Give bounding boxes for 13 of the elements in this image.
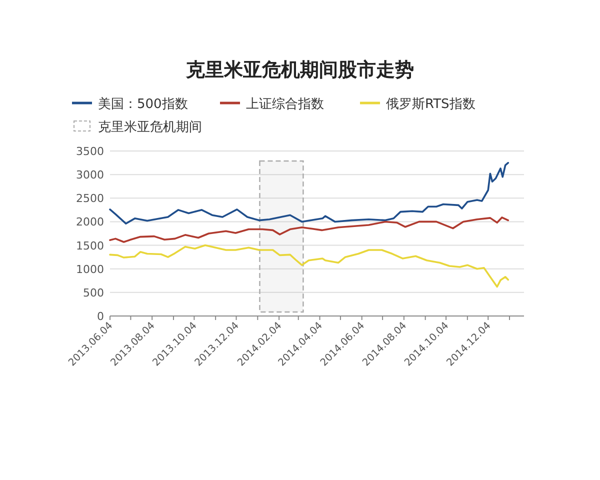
- y-tick-label: 1000: [76, 262, 104, 276]
- legend-label: 俄罗斯RTS指数: [386, 97, 476, 112]
- y-tick-label: 1500: [76, 239, 104, 252]
- y-tick-label: 3500: [76, 145, 104, 158]
- y-tick-label: 0: [97, 310, 104, 323]
- title: 克里米亚危机期间股市走势: [186, 59, 414, 81]
- legend-label: 克里米亚危机期间: [98, 120, 202, 135]
- y-tick-label: 2000: [76, 216, 104, 229]
- y-tick-label: 3000: [76, 168, 104, 182]
- y-tick-label: 500: [83, 286, 104, 300]
- legend-label: 美国：500指数: [98, 96, 188, 112]
- legend-label: 上证综合指数: [246, 97, 324, 112]
- y-tick-label: 2500: [76, 192, 104, 206]
